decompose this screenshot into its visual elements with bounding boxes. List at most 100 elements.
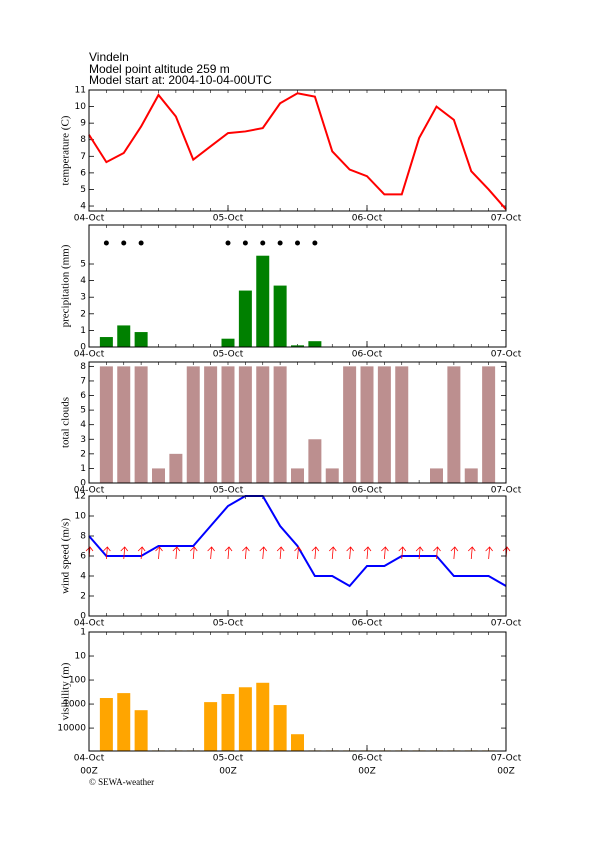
bar (99, 698, 113, 751)
y-tick-label: 7 (80, 376, 86, 386)
bar (256, 255, 270, 347)
wind-arrow (467, 546, 476, 560)
wind-arrow (103, 546, 111, 560)
bar (273, 366, 287, 483)
bar (186, 366, 200, 483)
precip-marker (242, 240, 248, 246)
bar (117, 366, 131, 483)
precip-marker (103, 240, 109, 246)
y-tick-label: 8 (80, 532, 86, 542)
y-tick-label: 7 (80, 152, 86, 162)
x-tick-label: 07-Oct (491, 619, 522, 629)
x-tick-label: 04-Oct (74, 486, 105, 496)
precip-marker (295, 240, 300, 246)
wind-arrow (381, 546, 389, 560)
x-tick-label: 07-Oct (491, 350, 522, 360)
header-line: Vindeln (89, 50, 129, 64)
bar (152, 468, 165, 483)
y-tick-label: 12 (75, 492, 86, 502)
wind-arrow (346, 546, 354, 560)
y-tick-label: 2 (80, 309, 86, 319)
bar (256, 682, 270, 751)
bar (204, 702, 218, 751)
wind-arrow (294, 546, 302, 560)
bar (291, 468, 304, 483)
plot-frame (88, 495, 507, 617)
wind-arrow (450, 546, 459, 560)
bar (134, 710, 148, 751)
bar (308, 439, 322, 483)
bar (325, 468, 339, 483)
time-label: 00Z (80, 767, 98, 777)
credit: © SEWA-weather (89, 777, 154, 787)
y-tick-label: 10 (75, 652, 87, 662)
y-tick-label: 0 (80, 479, 86, 489)
plot-frame (88, 224, 507, 348)
x-tick-label: 07-Oct (491, 486, 522, 496)
bar (238, 687, 252, 751)
bar (256, 366, 270, 483)
bar (308, 341, 322, 347)
precip-marker (138, 240, 144, 246)
wind-arrow (398, 546, 407, 560)
wind-arrow (363, 546, 372, 560)
bar (464, 468, 478, 483)
y-tick-label: 3 (80, 435, 86, 445)
y-tick-label: 3 (80, 293, 86, 303)
wind-arrow (328, 546, 337, 560)
bar (117, 693, 131, 751)
y-tick-label: 10 (75, 512, 87, 522)
bar (291, 345, 304, 347)
y-axis-label: precipitation (mm) (60, 244, 72, 327)
y-tick-label: 1 (80, 628, 86, 638)
x-tick-label: 06-Oct (352, 350, 383, 360)
wind-arrow (415, 546, 424, 560)
data-line (88, 92, 507, 210)
wind-arrow (207, 546, 215, 560)
bar (204, 366, 218, 483)
y-tick-label: 2 (80, 592, 86, 602)
x-tick-label: 05-Oct (213, 350, 244, 360)
wind-arrow (189, 546, 198, 560)
y-tick-label: 2 (80, 449, 86, 459)
bar (221, 693, 235, 751)
time-label: 00Z (497, 767, 515, 777)
plot-frame (88, 631, 507, 752)
bar (291, 734, 304, 751)
x-tick-label: 05-Oct (213, 214, 244, 224)
y-axis-label: visibility (m) (60, 662, 72, 720)
bar (482, 366, 496, 483)
x-tick-label: 05-Oct (213, 486, 244, 496)
y-axis-label: total clouds (60, 397, 72, 448)
y-tick-label: 1 (80, 464, 86, 474)
x-tick-label: 04-Oct (74, 619, 105, 629)
y-tick-label: 5 (80, 260, 86, 270)
precip-marker (260, 240, 266, 246)
x-tick-label: 05-Oct (213, 754, 244, 764)
plot-frame (88, 89, 507, 212)
wind-arrow (276, 546, 285, 560)
y-axis-label: wind speed (m/s) (60, 518, 72, 594)
y-tick-label: 4 (80, 276, 86, 286)
y-tick-label: 4 (80, 202, 86, 212)
y-axis-label: temperature (C) (60, 115, 72, 185)
y-tick-label: 0 (80, 612, 86, 622)
x-tick-label: 04-Oct (74, 754, 105, 764)
x-tick-label: 06-Oct (352, 619, 383, 629)
precip-marker (277, 240, 283, 246)
plot-frame (88, 361, 507, 484)
bar (99, 366, 113, 483)
bar (447, 366, 461, 483)
wind-arrow (137, 546, 146, 560)
data-line (88, 495, 507, 588)
header-line: Model point altitude 259 m (89, 62, 230, 76)
wind-arrow (224, 546, 233, 560)
bar (238, 290, 252, 347)
precip-marker (225, 240, 231, 246)
y-tick-label: 6 (80, 168, 86, 178)
bar (99, 337, 113, 347)
bar (273, 285, 287, 347)
bar (221, 338, 235, 347)
y-tick-label: 8 (80, 135, 86, 145)
